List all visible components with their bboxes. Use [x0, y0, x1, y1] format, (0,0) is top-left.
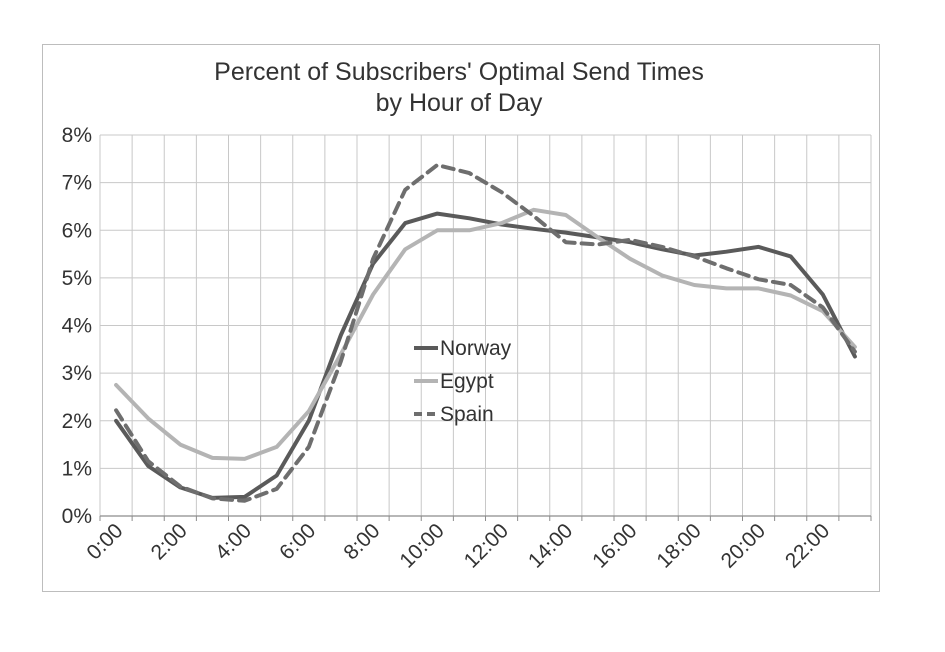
- x-tick-label: 12:00: [460, 519, 513, 572]
- y-tick-label: 2%: [62, 410, 92, 433]
- x-tick-label: 4:00: [211, 519, 256, 564]
- legend-label-spain: Spain: [440, 403, 494, 426]
- y-tick-label: 1%: [62, 457, 92, 480]
- legend-label-norway: Norway: [440, 337, 512, 360]
- y-tick-label: 0%: [62, 505, 92, 528]
- series-line-egypt: [114, 207, 857, 461]
- chart-title: Percent of Subscribers' Optimal Send Tim…: [214, 58, 704, 86]
- x-tick-label: 10:00: [395, 519, 448, 572]
- y-tick-label: 7%: [62, 172, 92, 195]
- y-tick-label: 6%: [62, 219, 92, 242]
- legend-label-egypt: Egypt: [440, 370, 494, 393]
- x-tick-label: 22:00: [781, 519, 834, 572]
- y-tick-label: 8%: [62, 124, 92, 147]
- line-chart: 0%1%2%3%4%5%6%7%8%0:00 2:00 4:00 6:00 8:00 10…: [62, 58, 872, 573]
- x-tick-label: 18:00: [652, 519, 705, 572]
- x-tick-label: 2:00: [147, 519, 192, 564]
- series-line-spain: [114, 163, 857, 503]
- x-tick-label: 14:00: [524, 519, 577, 572]
- series-group: [114, 163, 857, 503]
- y-tick-label: 4%: [62, 315, 92, 338]
- x-tick-label: 20:00: [717, 519, 770, 572]
- x-tick-label: 16:00: [588, 519, 641, 572]
- x-tick-label: 8:00: [339, 519, 384, 564]
- x-tick-label: 6:00: [275, 519, 320, 564]
- chart-subtitle: by Hour of Day: [376, 89, 543, 117]
- y-tick-label: 5%: [62, 267, 92, 290]
- legend: Norway Egypt Spain: [414, 337, 512, 426]
- chart-frame: 0% 1% 2% 3% 4% 5% 6% 7% 8% 0:00 2:00 4:00 6:00 8:00 10…: [42, 44, 880, 592]
- series-line-norway: [114, 211, 857, 500]
- y-tick-label: 3%: [62, 362, 92, 385]
